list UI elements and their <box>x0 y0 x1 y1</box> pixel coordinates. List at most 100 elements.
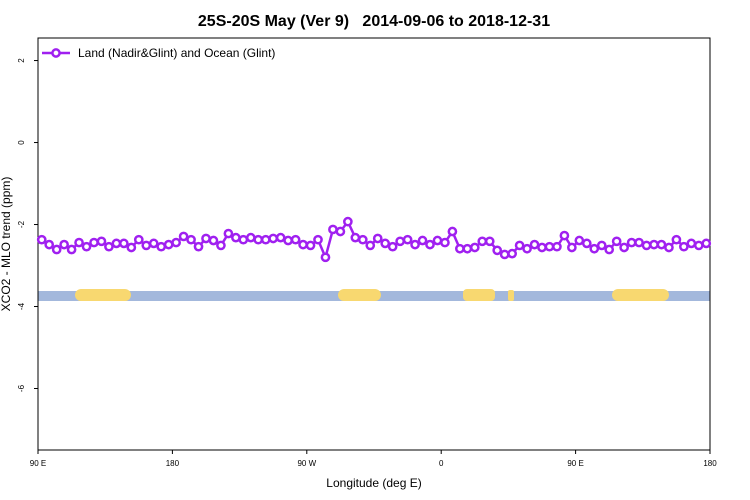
data-point <box>387 241 398 252</box>
y-tick-label: -2 <box>17 220 26 228</box>
data-point <box>283 235 293 246</box>
data-point <box>365 240 376 251</box>
data-point <box>686 238 697 249</box>
data-point <box>104 241 114 252</box>
data-point <box>119 238 129 249</box>
data-point <box>133 234 144 245</box>
data-point <box>447 226 458 237</box>
x-tick-label: 90 E <box>567 459 583 468</box>
data-point <box>641 240 652 251</box>
data-point <box>581 238 592 249</box>
data-point <box>260 234 271 245</box>
data-point <box>156 241 167 252</box>
chart-title: 25S-20S May (Ver 9) 2014-09-06 to 2018-1… <box>198 13 550 30</box>
data-point <box>469 242 480 253</box>
y-tick-label: 2 <box>17 58 26 63</box>
data-point <box>693 240 704 251</box>
data-point <box>484 236 495 247</box>
land-segment <box>463 289 495 301</box>
land-segment <box>612 289 669 301</box>
data-point <box>350 232 361 243</box>
data-point <box>507 248 517 259</box>
data-point <box>59 239 69 250</box>
data-point <box>679 241 689 252</box>
data-point <box>231 232 241 243</box>
x-tick-label: 90 E <box>30 459 46 468</box>
y-tick-label: -6 <box>17 384 26 392</box>
data-point <box>440 237 450 248</box>
data-point <box>604 244 615 255</box>
data-point <box>298 239 308 250</box>
data-point <box>81 241 92 252</box>
data-point <box>649 239 659 250</box>
x-tick-label: 90 W <box>297 459 316 468</box>
data-point <box>537 242 547 253</box>
data-point <box>201 233 211 244</box>
data-point <box>51 244 62 255</box>
data-point <box>208 235 219 246</box>
data-point <box>36 234 47 245</box>
data-point <box>619 242 629 253</box>
data-point <box>238 234 249 245</box>
data-point <box>66 244 77 255</box>
data-point <box>567 242 577 253</box>
data-point <box>514 240 525 251</box>
data-point <box>148 238 159 249</box>
data-point <box>328 224 338 235</box>
data-point <box>626 237 637 248</box>
data-point <box>432 235 443 246</box>
data-point <box>171 237 181 248</box>
data-point <box>320 252 331 263</box>
y-tick-label: -4 <box>17 302 26 310</box>
land-segment <box>508 290 514 301</box>
data-point <box>313 234 323 245</box>
data-point <box>402 234 413 245</box>
data-point <box>126 242 137 253</box>
data-point <box>462 243 473 254</box>
data-point <box>275 232 286 243</box>
data-point <box>671 234 682 245</box>
land-ocean-band <box>38 289 710 301</box>
data-point <box>268 233 279 244</box>
data-point <box>410 239 420 250</box>
data-point <box>477 236 488 247</box>
data-point <box>559 230 570 241</box>
data-point <box>425 239 435 250</box>
data-point <box>44 239 55 250</box>
data-point <box>380 238 391 249</box>
data-point <box>186 234 196 245</box>
data-point <box>522 243 532 254</box>
data-point <box>111 238 122 249</box>
data-point <box>552 241 562 252</box>
land-segment <box>338 289 381 301</box>
data-point <box>664 242 674 253</box>
legend-label: Land (Nadir&Glint) and Ocean (Glint) <box>78 46 275 60</box>
data-point <box>499 249 510 260</box>
data-point <box>335 226 346 237</box>
y-axis-label: XCO2 - MLO trend (ppm) <box>0 177 13 312</box>
x-tick-label: 0 <box>439 459 444 468</box>
x-tick-label: 180 <box>703 459 717 468</box>
data-point <box>193 241 204 252</box>
data-point <box>596 240 607 251</box>
data-point <box>372 233 383 244</box>
data-point <box>656 239 667 250</box>
data-point <box>544 241 555 252</box>
data-point <box>395 236 405 247</box>
data-point <box>245 232 256 243</box>
data-point <box>223 228 234 239</box>
data-point <box>305 240 316 251</box>
data-point <box>163 239 174 250</box>
data-point <box>343 216 353 227</box>
data-point <box>589 243 600 254</box>
data-point <box>290 234 301 245</box>
data-point <box>611 236 622 247</box>
x-axis-label: Longitude (deg E) <box>326 476 421 490</box>
data-point <box>96 236 107 247</box>
data-point <box>634 237 644 248</box>
data-point <box>701 238 712 249</box>
land-segment <box>75 289 131 301</box>
y-tick-label: 0 <box>17 140 26 145</box>
